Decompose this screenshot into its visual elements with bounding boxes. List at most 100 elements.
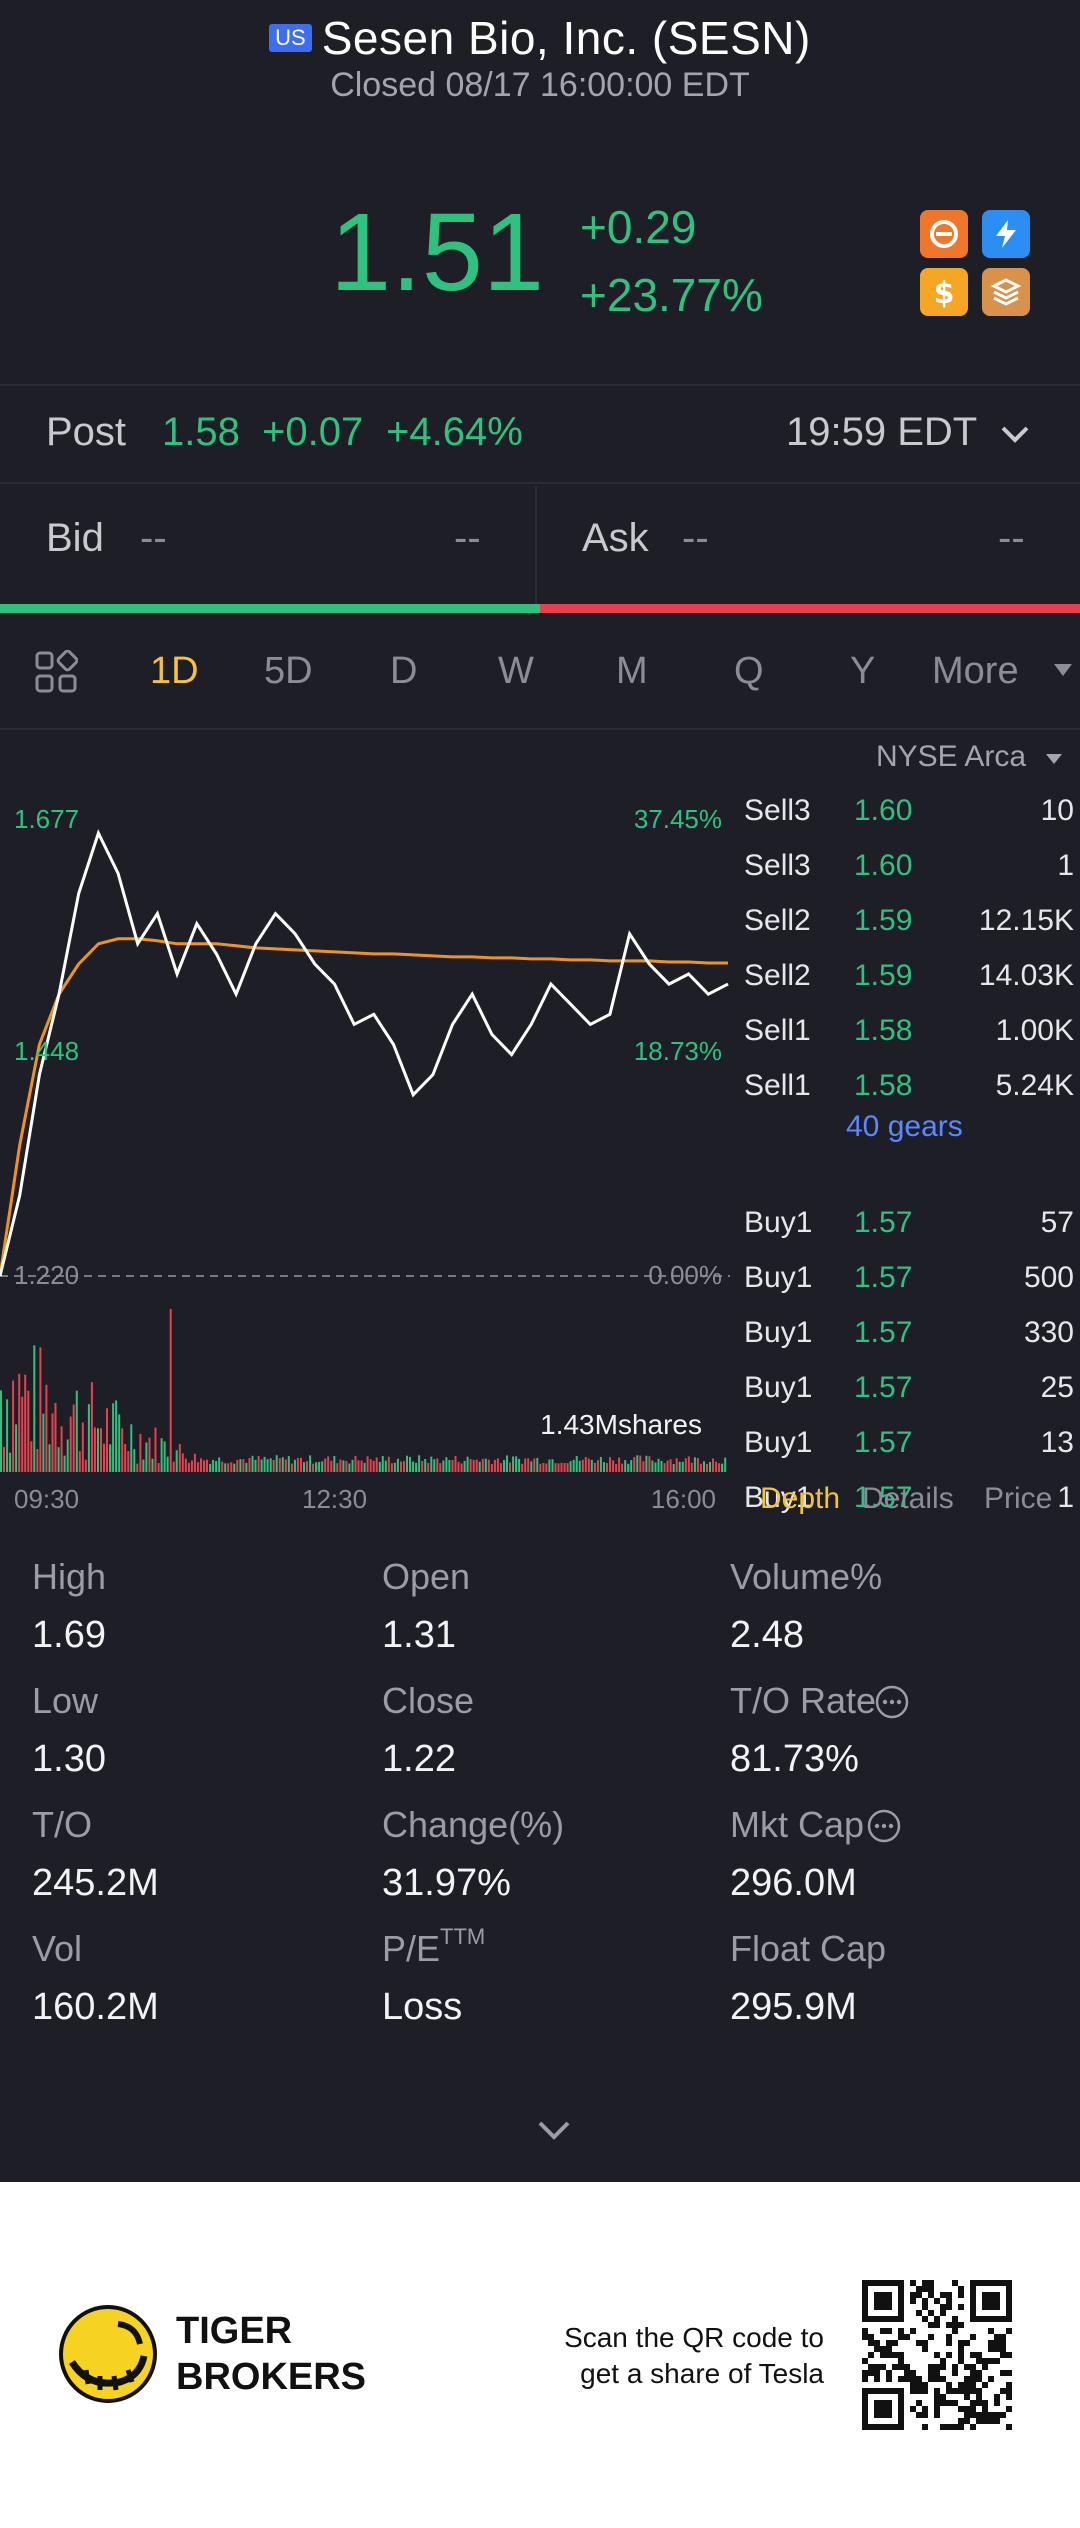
post-market-row[interactable]: Post 1.58 +0.07 +4.64% 19:59 EDT [0, 388, 1080, 484]
lightning-icon[interactable] [982, 210, 1030, 258]
volume-bar [545, 1463, 548, 1472]
tab-1d[interactable]: 1D [150, 650, 199, 692]
volume-bar [642, 1461, 645, 1472]
tab-w[interactable]: W [498, 650, 534, 692]
sell-row: Sell1 1.58 5.24K [744, 1069, 1074, 1124]
volume-bar [451, 1460, 454, 1472]
tab-more[interactable]: More [932, 650, 1019, 692]
grid-layout-icon[interactable] [34, 650, 78, 694]
dollar-icon[interactable]: $ [920, 268, 968, 316]
stat-value: 2.48 [730, 1614, 804, 1656]
tab-y[interactable]: Y [850, 650, 876, 692]
volume-bar [569, 1461, 572, 1472]
gears-label[interactable]: 40 gears [846, 1110, 963, 1143]
order-price: 1.57 [854, 1261, 913, 1294]
volume-bar [121, 1428, 124, 1472]
qr-module [916, 2310, 922, 2316]
volume-bar [506, 1455, 508, 1472]
time-label-mid: 12:30 [302, 1484, 367, 1514]
qr-module [898, 2358, 904, 2364]
buy-row: Buy1 1.57 330 [744, 1316, 1074, 1371]
volume-bar [142, 1459, 145, 1472]
qr-module [952, 2400, 958, 2406]
volume-bar [390, 1463, 393, 1472]
intraday-chart[interactable]: 1.677 37.45% 1.448 18.73% 1.220 0.00% 1.… [0, 732, 730, 1532]
order-qty: 10 [1040, 794, 1074, 827]
layers-icon[interactable] [982, 268, 1030, 316]
volume-bar [139, 1433, 142, 1472]
volume-bar [703, 1461, 705, 1472]
volume-bar [715, 1461, 718, 1472]
qr-module [994, 2394, 1000, 2400]
volume-bar [524, 1458, 527, 1472]
exchange-selector[interactable]: NYSE Arca [876, 740, 1027, 773]
qr-module [916, 2382, 922, 2388]
volume-bar [609, 1457, 611, 1472]
qr-module [1000, 2388, 1006, 2394]
tab-q[interactable]: Q [734, 650, 764, 692]
volume-bar [584, 1457, 587, 1472]
qr-module [874, 2370, 880, 2376]
volume-bar [699, 1463, 702, 1472]
qr-module [1000, 2340, 1006, 2346]
qr-module [934, 2400, 940, 2406]
volume-bar [706, 1463, 708, 1472]
qr-module [892, 2364, 898, 2370]
info-icon[interactable] [874, 1684, 910, 1720]
order-price: 1.57 [854, 1481, 913, 1514]
order-side: Sell3 [744, 794, 811, 827]
stat-label: Close [382, 1680, 475, 1721]
stat-value: 295.9M [730, 1986, 857, 2028]
qr-finder [982, 2292, 1000, 2310]
qr-code-icon[interactable] [862, 2280, 1012, 2430]
volume-bar [81, 1422, 84, 1472]
tab-d[interactable]: D [390, 650, 418, 692]
tab-m[interactable]: M [616, 650, 648, 692]
volume-bar [660, 1460, 663, 1472]
qr-module [946, 2322, 952, 2328]
tab-details[interactable]: Details [862, 1482, 954, 1515]
qr-module [946, 2424, 952, 2430]
more-caret-icon[interactable] [1052, 662, 1074, 678]
qr-module [910, 2280, 916, 2286]
volume-bar [330, 1460, 333, 1472]
volume-bar [75, 1390, 78, 1472]
tab-price[interactable]: Price [984, 1482, 1053, 1515]
stat-value: 81.73% [730, 1738, 859, 1780]
info-icon[interactable] [866, 1808, 902, 1844]
qr-module [976, 2388, 982, 2394]
order-price: 1.60 [854, 794, 913, 827]
volume-bar [678, 1461, 681, 1472]
volume-bar [481, 1458, 484, 1472]
order-side: Sell1 [744, 1069, 811, 1102]
bid-label: Bid [46, 516, 104, 560]
chevron-down-icon[interactable] [998, 422, 1032, 446]
tab-5d[interactable]: 5D [264, 650, 313, 692]
tab-depth[interactable]: Depth [760, 1482, 841, 1515]
expand-chevron-icon[interactable] [536, 2118, 572, 2142]
volume-bar [542, 1462, 545, 1472]
qr-module [982, 2382, 988, 2388]
options-icon[interactable] [920, 210, 968, 258]
qr-module [994, 2400, 1000, 2406]
qr-module [940, 2394, 946, 2400]
qr-module [934, 2388, 940, 2394]
qr-module [1006, 2424, 1012, 2430]
volume-bar [275, 1455, 278, 1472]
order-price: 1.59 [854, 959, 913, 992]
volume-bar [499, 1463, 502, 1472]
volume-bar [578, 1460, 581, 1472]
qr-module [922, 2412, 928, 2418]
qr-module [928, 2334, 934, 2340]
qr-module [916, 2376, 922, 2382]
qr-module [988, 2340, 994, 2346]
promo-line-1: Scan the QR code to [564, 2322, 824, 2353]
volume-bar [645, 1455, 648, 1472]
volume-bar [387, 1456, 390, 1472]
qr-module [868, 2334, 874, 2340]
stat-value: Loss [382, 1986, 463, 2028]
exchange-caret-icon[interactable] [1044, 752, 1064, 766]
tiger-logo-icon [59, 2305, 157, 2403]
order-side: Sell2 [744, 904, 811, 937]
volume-bar [215, 1461, 218, 1472]
